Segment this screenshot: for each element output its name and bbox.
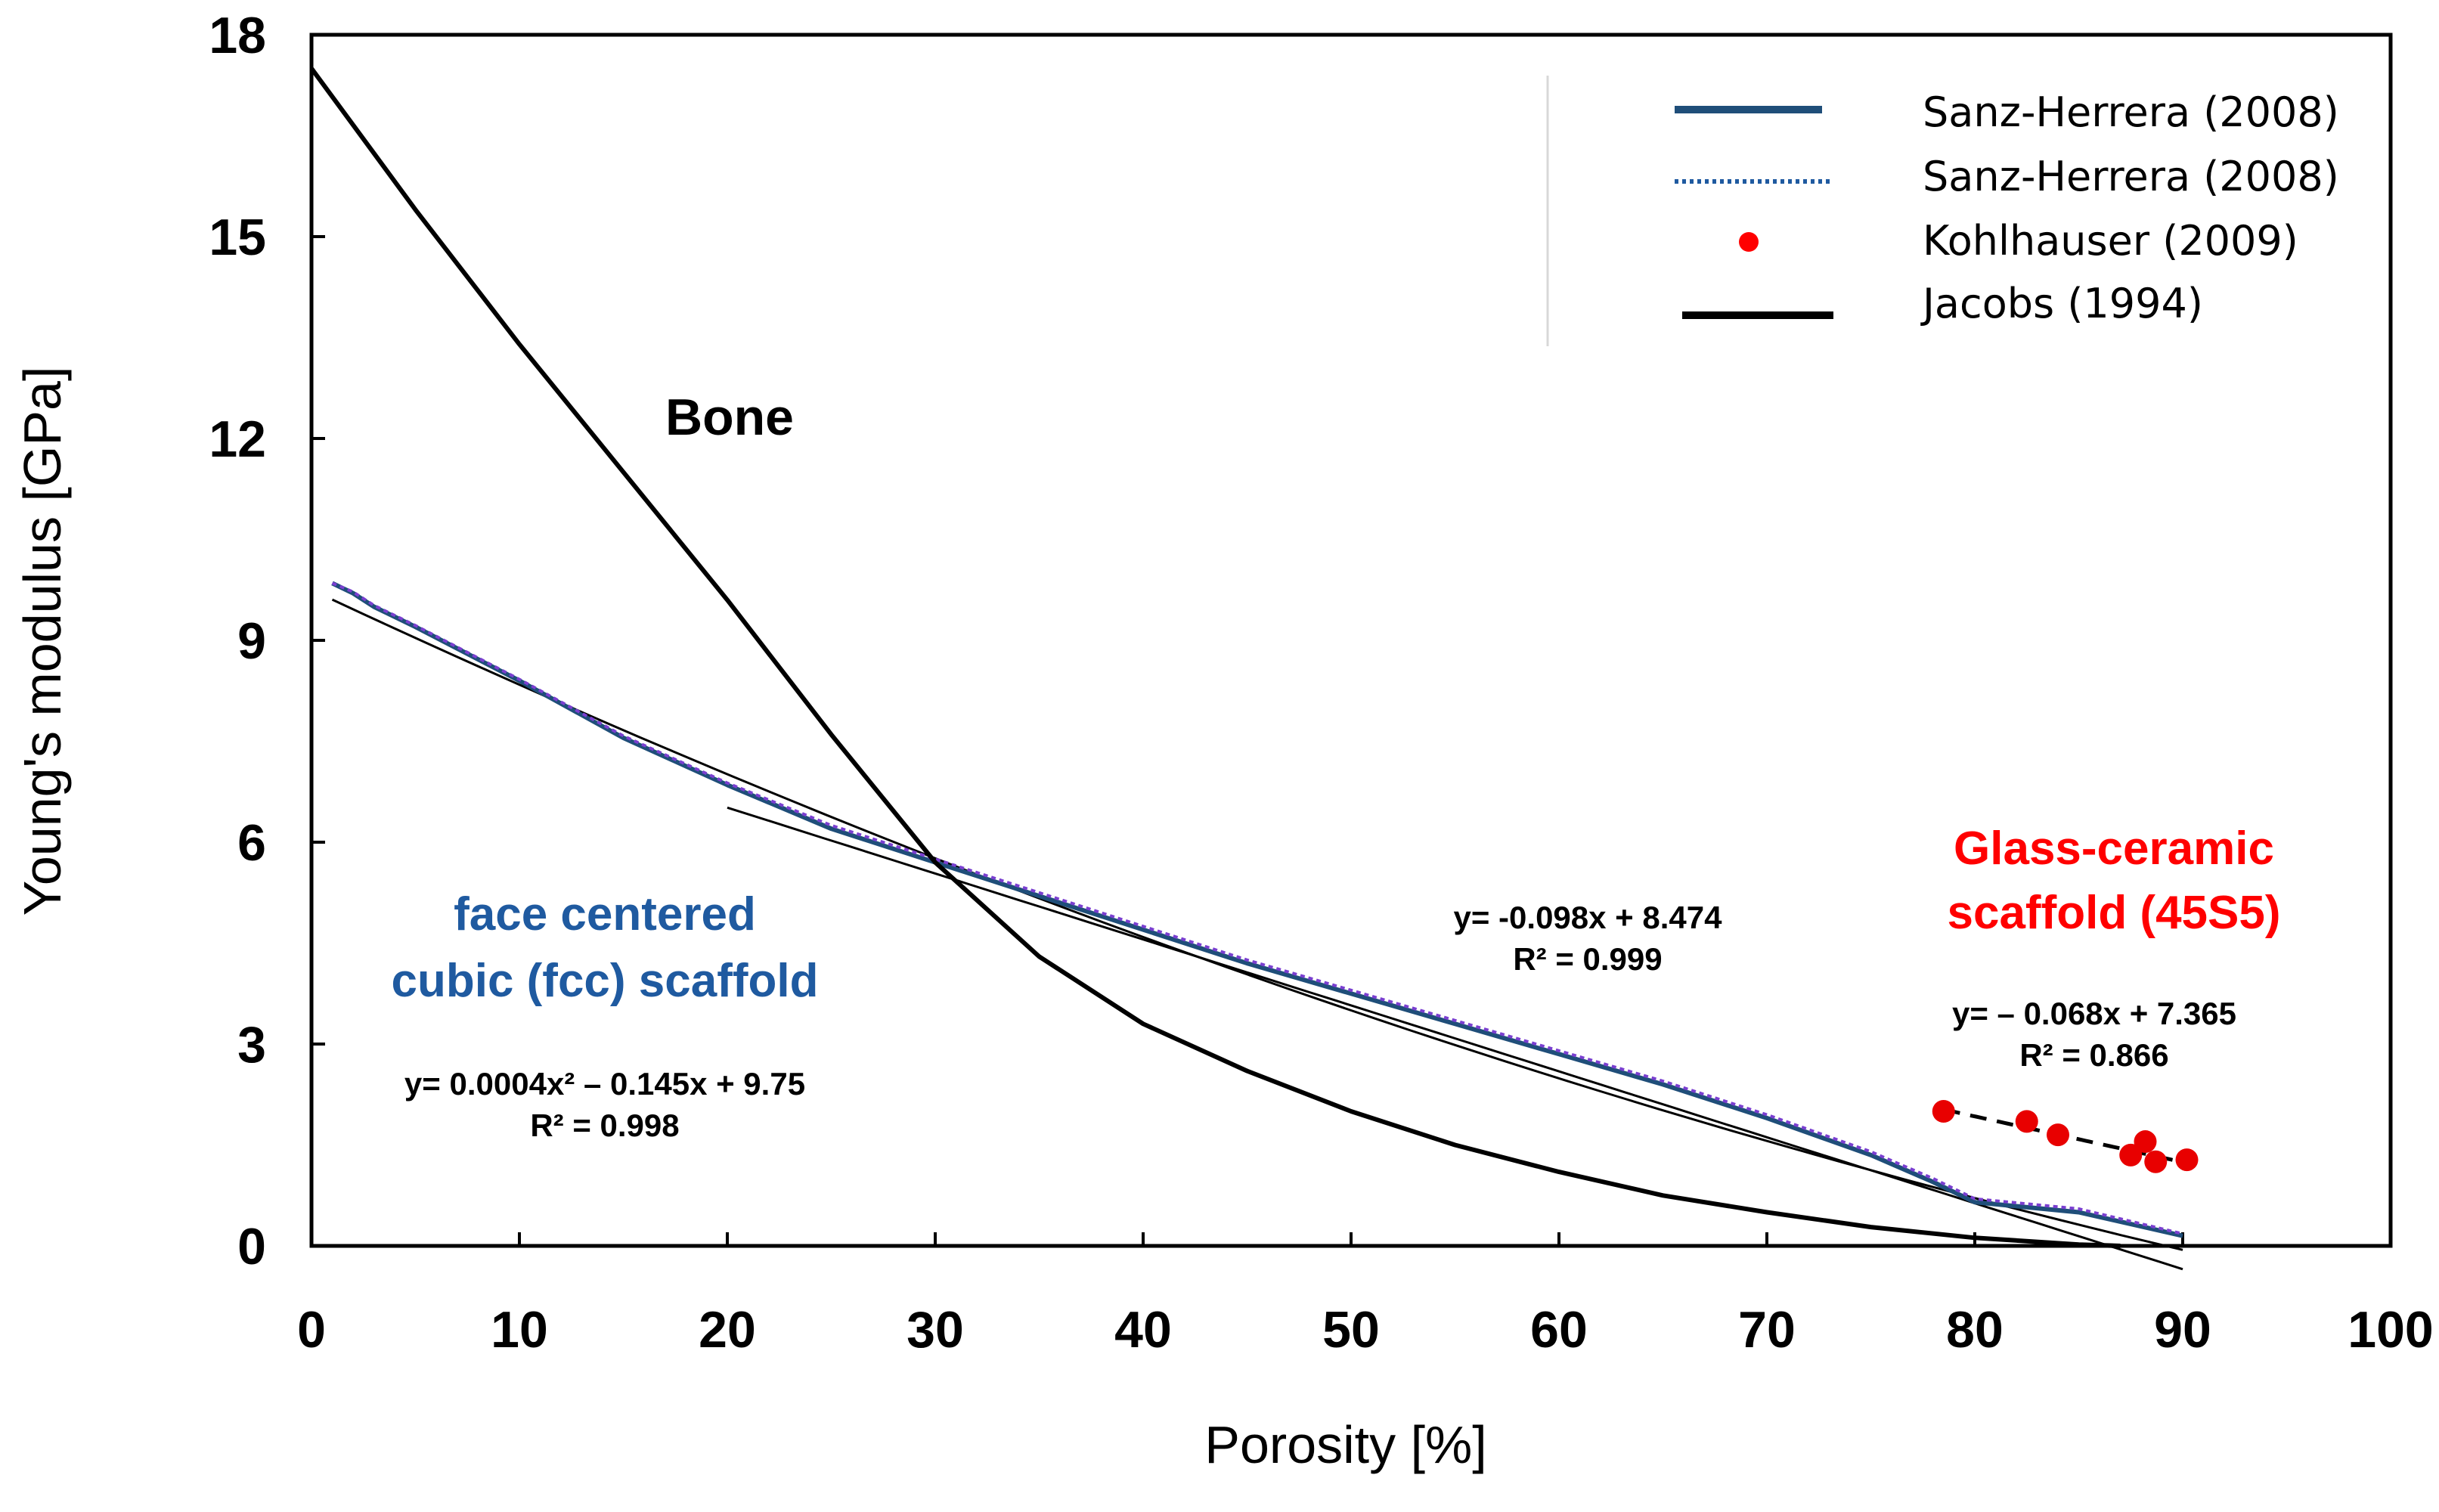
jacobs-bone-curve [309, 67, 2121, 1248]
glass-equation: y= – 0.068x + 7.365 [1952, 996, 2236, 1031]
x-tick-label: 10 [491, 1301, 548, 1359]
linear-r-squared: R² = 0.999 [1513, 941, 1662, 977]
fcc-label-line1: face centered [454, 888, 756, 940]
kohlhauser-point [2015, 1110, 2038, 1133]
x-tick-label: 20 [699, 1301, 756, 1359]
glass-r-squared: R² = 0.866 [2019, 1037, 2168, 1073]
x-tick-label: 90 [2154, 1301, 2211, 1359]
y-axis-title: Young's modulus [GPa] [13, 367, 72, 916]
x-axis-title: Porosity [%] [1204, 1415, 1486, 1474]
x-tick-label: 60 [1530, 1301, 1588, 1359]
x-tick-label: 0 [297, 1301, 326, 1359]
fcc-r-squared: R² = 0.998 [530, 1108, 679, 1143]
fcc-equation: y= 0.0004x² – 0.145x + 9.75 [404, 1066, 805, 1101]
x-axis: 0 10 20 30 40 50 60 70 80 90 100 [297, 1232, 2434, 1359]
kohlhauser-point [2134, 1130, 2157, 1154]
kohlhauser-point [2175, 1148, 2199, 1172]
legend-label-jacobs: Jacobs (1994) [1920, 280, 2203, 327]
x-tick-label: 30 [906, 1301, 964, 1359]
glass-label-line2: scaffold (45S5) [1947, 887, 2280, 939]
y-axis: 0 3 6 9 12 15 18 [209, 7, 325, 1275]
kohlhauser-point [2144, 1150, 2168, 1173]
legend-label-sanz-solid: Sanz-Herrera (2008) [1923, 88, 2339, 136]
kohlhauser-point [2119, 1143, 2143, 1167]
y-tick-label: 12 [209, 411, 266, 468]
legend-label-sanz-dotted: Sanz-Herrera (2008) [1923, 153, 2339, 200]
fit-line-2 [727, 806, 2183, 1271]
linear-equation: y= -0.098x + 8.474 [1454, 900, 1723, 935]
bone-label: Bone [665, 389, 794, 446]
legend-swatch-kohlhauser [1739, 232, 1759, 252]
y-tick-label: 3 [237, 1016, 266, 1074]
kohlhauser-point [1932, 1100, 1955, 1123]
x-tick-label: 40 [1114, 1301, 1172, 1359]
legend-label-kohlhauser: Kohlhauser (2009) [1923, 217, 2298, 265]
y-tick-label: 18 [209, 7, 266, 64]
y-tick-label: 6 [237, 814, 266, 872]
x-tick-label: 100 [2348, 1301, 2433, 1359]
y-tick-label: 9 [237, 612, 266, 670]
x-tick-label: 50 [1322, 1301, 1380, 1359]
series-layer [309, 67, 2199, 1271]
y-tick-label: 0 [237, 1218, 266, 1275]
glass-label-line1: Glass-ceramic [1954, 823, 2274, 875]
x-tick-label: 80 [1946, 1301, 2004, 1359]
fcc-label-line2: cubic (fcc) scaffold [392, 955, 819, 1007]
y-tick-label: 15 [209, 209, 266, 266]
kohlhauser-point [2047, 1123, 2069, 1147]
legend: Sanz-Herrera (2008) Sanz-Herrera (2008) … [1546, 76, 2339, 346]
sanz-herrera-dotted-line [331, 581, 2183, 1235]
x-tick-label: 70 [1738, 1301, 1796, 1359]
